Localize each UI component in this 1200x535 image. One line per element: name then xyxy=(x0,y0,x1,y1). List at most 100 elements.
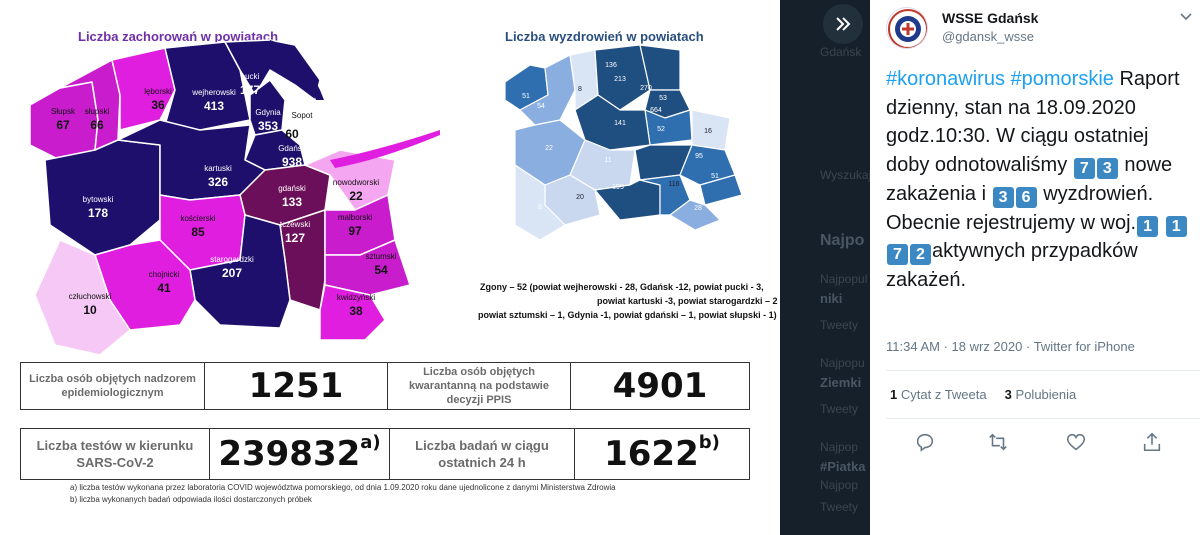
region-name-label: Gdańsk xyxy=(278,144,307,153)
region-pucki xyxy=(224,39,321,101)
region-case-count: 66 xyxy=(90,118,104,132)
timeline-backdrop: Gdańsk Wyszukaj Najpo Najpopul niki Twee… xyxy=(780,0,870,535)
region-name-label: tczewski xyxy=(280,220,310,229)
hel-peninsula xyxy=(268,40,324,100)
region-case-count: 97 xyxy=(348,224,362,238)
daily-tests-count: 1622b) xyxy=(604,432,720,474)
region-case-count: 85 xyxy=(191,225,205,239)
region-case-count: 38 xyxy=(349,304,363,318)
backdrop-item: Wyszukaj xyxy=(820,168,870,182)
footnote-b: b) liczba wykonanych badań odpowiada ilo… xyxy=(70,495,312,504)
region-starogardzki xyxy=(189,214,291,329)
supervision-label: Liczba osób objętych nadzorem epidemiolo… xyxy=(29,373,196,399)
region-name-label: kwidzyński xyxy=(337,293,375,302)
region-name-label: sztumski xyxy=(365,252,396,261)
backdrop-item: Najpop xyxy=(820,478,859,492)
stats-row-surveillance: Liczba osób objętych nadzorem epidemiolo… xyxy=(20,362,750,410)
region-case-count: 67 xyxy=(56,118,70,132)
recoveries-map-title: Liczba wyzdrowień w powiatach xyxy=(505,29,704,44)
region-case-count: 326 xyxy=(208,175,228,189)
chevron-down-icon[interactable] xyxy=(1178,8,1194,24)
backdrop-item: #Piatka xyxy=(820,459,866,474)
region-recovery-count: 22 xyxy=(545,145,553,152)
region-case-count: 36 xyxy=(151,98,165,112)
tweet-date[interactable]: 18 wrz 2020 xyxy=(951,339,1023,354)
region-recovery-count: 141 xyxy=(614,120,626,127)
region-recovery-count: 8 xyxy=(578,86,582,93)
region-case-count: 178 xyxy=(88,206,108,220)
region-case-count: 353 xyxy=(258,119,278,133)
region-case-count: 127 xyxy=(285,231,305,245)
sanepid-logo-icon xyxy=(888,9,927,48)
collapse-panel-button[interactable] xyxy=(823,4,863,44)
like-heart-icon[interactable] xyxy=(1065,431,1087,453)
region-recovery-count: 8 xyxy=(538,204,542,211)
keycap-digit: 3 xyxy=(1096,158,1118,180)
region-recovery-count: 136 xyxy=(605,62,617,69)
region-recovery-count: 16 xyxy=(704,128,712,135)
backdrop-item: niki xyxy=(820,291,843,306)
recov-wejherowski xyxy=(594,44,651,111)
footnote-a: a) liczba testów wykonana przez laborato… xyxy=(70,483,616,492)
share-icon[interactable] xyxy=(1141,431,1163,453)
region-recovery-count: 11 xyxy=(604,157,611,164)
backdrop-item: Najpopul xyxy=(820,272,868,286)
engagement-counts: 1 Cytat z Tweeta 3 Polubienia xyxy=(890,387,1076,402)
tweet-media-image[interactable]: Liczba zachorowań w powiatach Liczba wyz… xyxy=(0,0,780,535)
keycap-digit: 2 xyxy=(910,244,931,266)
author-handle[interactable]: @gdansk_wsse xyxy=(942,29,1034,44)
keycap-digit: 6 xyxy=(1015,186,1037,208)
supervision-count: 1251 xyxy=(248,366,344,406)
tests-label: Liczba testów w kierunku SARS-CoV-2 xyxy=(36,438,194,470)
keycap-digit: 1 xyxy=(1165,215,1187,237)
backdrop-item: Ziemki xyxy=(820,375,862,390)
region-case-count: 22 xyxy=(349,189,363,203)
hashtag-link[interactable]: #pomorskie xyxy=(1010,68,1114,90)
backdrop-item: Tweety xyxy=(820,402,859,416)
recov-kartuski xyxy=(574,94,651,151)
keycap-digit: 7 xyxy=(887,244,908,266)
stats-row-tests: Liczba testów w kierunku SARS-CoV-2 2398… xyxy=(20,428,750,480)
vistula-spit xyxy=(330,130,440,168)
quote-count-link[interactable]: 1 Cytat z Tweeta xyxy=(890,387,987,402)
tests-count: 239832a) xyxy=(218,432,381,474)
author-name[interactable]: WSSE Gdańsk xyxy=(942,10,1039,26)
backdrop-item: Gdańsk xyxy=(820,45,862,59)
region-name-label: człuchowski xyxy=(69,292,112,301)
region-recovery-count: 51 xyxy=(711,173,719,180)
quarantine-count: 4901 xyxy=(612,366,708,406)
backdrop-item: Tweety xyxy=(820,318,859,332)
hashtag-link[interactable]: #koronawirus xyxy=(886,68,1005,90)
deaths-line-3: powiat sztumski – 1, Gdynia -1, powiat g… xyxy=(478,310,777,320)
region-recovery-count: 95 xyxy=(695,153,703,160)
deaths-line-1: Zgony – 52 (powiat wejherowski - 28, Gda… xyxy=(480,282,764,292)
backdrop-item: Tweety xyxy=(820,500,859,514)
region-case-count: 413 xyxy=(204,99,224,113)
recoveries-map: 51 54 8 136 213 270 53 664 141 52 16 22 11 95 51 195 116… xyxy=(504,44,743,241)
region-recovery-count: 116 xyxy=(668,181,679,188)
cases-map: lęborski 36 pucki 177 wejherowski 413 Gdynia 35… xyxy=(29,39,440,356)
backdrop-item: Najpop xyxy=(820,440,859,454)
tweet-text: #koronawirus #pomorskie Raport dzienny, … xyxy=(886,65,1192,295)
region-recovery-count: 52 xyxy=(657,126,665,133)
region-recovery-count: 20 xyxy=(576,194,584,201)
tweet-source[interactable]: Twitter for iPhone xyxy=(1033,339,1135,354)
region-name-label: słupski xyxy=(85,107,110,116)
region-name-label: gdański xyxy=(278,184,306,193)
recov-czluchowski xyxy=(514,164,566,241)
region-name-label: pucki xyxy=(241,72,260,81)
region-name-label: starogardzki xyxy=(210,255,254,264)
recov-sztumski xyxy=(699,174,743,206)
region-recovery-count: 270 xyxy=(640,85,652,92)
tweet-time[interactable]: 11:34 AM xyxy=(886,339,940,354)
keycap-digit: 1 xyxy=(1137,215,1159,237)
retweet-icon[interactable] xyxy=(987,431,1009,453)
region-case-count: 54 xyxy=(374,263,388,277)
avatar[interactable] xyxy=(886,7,928,49)
daily-tests-label: Liczba badań w ciągu ostatnich 24 h xyxy=(415,438,549,470)
region-case-count: 207 xyxy=(222,266,242,280)
like-count-link[interactable]: 3 Polubienia xyxy=(1004,387,1077,402)
tweet-meta: 11:34 AM · 18 wrz 2020 · Twitter for iPh… xyxy=(886,339,1135,354)
reply-icon[interactable] xyxy=(914,431,936,453)
region-recovery-count: 664 xyxy=(650,107,662,114)
